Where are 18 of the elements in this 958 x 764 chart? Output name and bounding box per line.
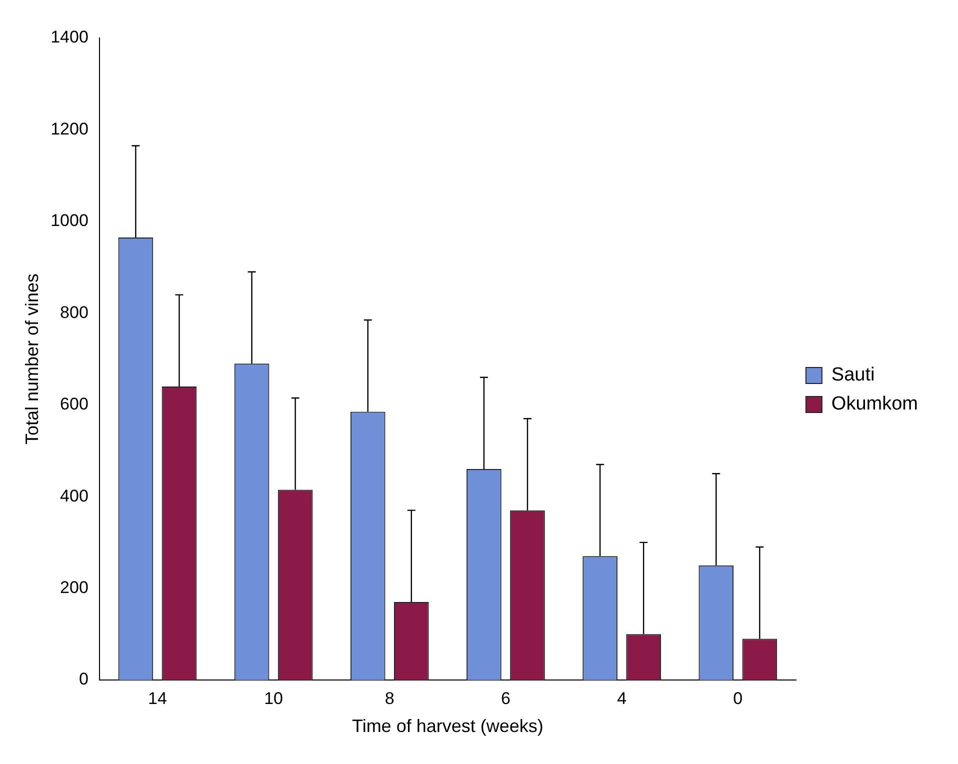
y-tick-label: 1200 <box>50 119 88 138</box>
legend-label: Sauti <box>831 364 875 386</box>
x-tick-label: 10 <box>264 688 284 708</box>
legend-label: Okumkom <box>831 394 918 415</box>
y-tick-label: 600 <box>60 394 88 414</box>
y-tick-label: 200 <box>60 578 88 597</box>
y-axis-title: Total number of vines <box>22 273 42 445</box>
y-tick-label: 400 <box>60 486 88 506</box>
x-tick-label: 14 <box>148 688 167 708</box>
y-tick-label: 0 <box>78 670 88 689</box>
x-tick-label: 6 <box>500 688 510 708</box>
x-tick-label: 0 <box>733 688 743 708</box>
x-tick-label: 4 <box>617 688 627 708</box>
y-tick-label: 1400 <box>50 28 88 47</box>
y-tick-label: 800 <box>60 302 88 322</box>
x-tick-label: 8 <box>384 688 394 708</box>
x-axis-title: Time of harvest (weeks) <box>352 716 544 736</box>
y-tick-label: 1000 <box>50 211 88 230</box>
